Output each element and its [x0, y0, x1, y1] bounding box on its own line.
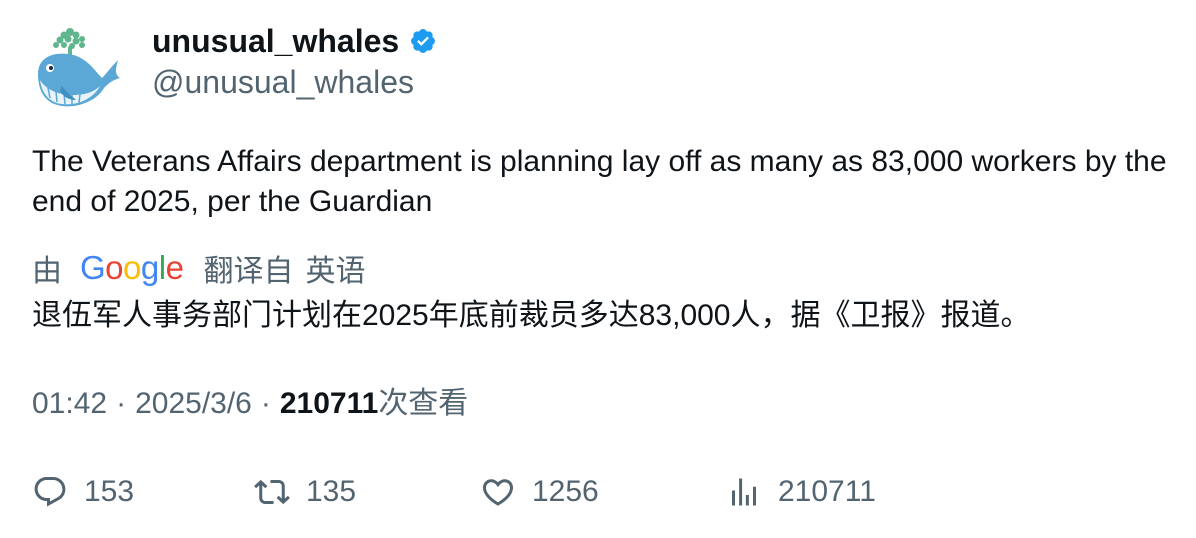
- display-name-row: unusual_whales: [152, 20, 437, 62]
- views-label: 次查看: [378, 387, 469, 420]
- retweet-icon: [254, 479, 290, 505]
- verified-badge-icon[interactable]: [409, 27, 437, 55]
- retweet-button[interactable]: 135: [254, 470, 356, 514]
- retweet-count: 135: [306, 475, 357, 508]
- google-logo-letter: o: [123, 249, 141, 286]
- meta-separator: ·: [116, 387, 127, 420]
- like-button[interactable]: 1256: [480, 470, 599, 514]
- tweet-meta: 01:42 · 2025/3/6 · 210711 次查看: [32, 384, 468, 424]
- google-logo-letter: G: [80, 249, 106, 286]
- views-button[interactable]: 210711: [726, 470, 876, 514]
- reply-button[interactable]: 153: [32, 470, 134, 514]
- author-info: unusual_whales @unusual_whales: [152, 20, 437, 102]
- google-logo-letter: l: [158, 249, 166, 286]
- display-name[interactable]: unusual_whales: [152, 23, 400, 59]
- tweet-date[interactable]: 2025/3/6: [135, 387, 252, 420]
- meta-separator: ·: [260, 387, 271, 420]
- reply-bubble-icon: [34, 477, 66, 507]
- tweet-actions: 153 135 1256 210711: [32, 470, 1172, 514]
- source-language: 英语: [305, 255, 366, 288]
- reply-count: 153: [84, 475, 135, 508]
- like-count: 1256: [532, 475, 599, 508]
- translated-text: 退伍军人事务部门计划在2025年底前裁员多达83,000人，据《卫报》报道。: [32, 299, 1031, 332]
- whale-logo-icon: [38, 28, 120, 107]
- heart-icon: [482, 479, 514, 506]
- tweet-time[interactable]: 01:42: [32, 387, 108, 420]
- author-avatar[interactable]: [32, 26, 128, 114]
- google-logo-letter: e: [165, 249, 184, 286]
- translated-by-label: 由: [32, 255, 62, 288]
- tweet-text: The Veterans Affairs department is plann…: [32, 145, 1167, 218]
- author-handle[interactable]: @unusual_whales: [152, 64, 414, 100]
- translated-from-label: 翻译自: [203, 255, 294, 288]
- views-action-count: 210711: [778, 475, 876, 508]
- google-logo-letter: g: [140, 249, 159, 286]
- translation-attribution: 由 G o o g l e 翻译自 英语: [32, 246, 365, 290]
- views-count: 210711: [279, 387, 379, 420]
- views-bar-chart-icon: [732, 478, 756, 506]
- google-logo[interactable]: G o o g l e: [80, 249, 184, 287]
- google-logo-letter: o: [105, 249, 124, 286]
